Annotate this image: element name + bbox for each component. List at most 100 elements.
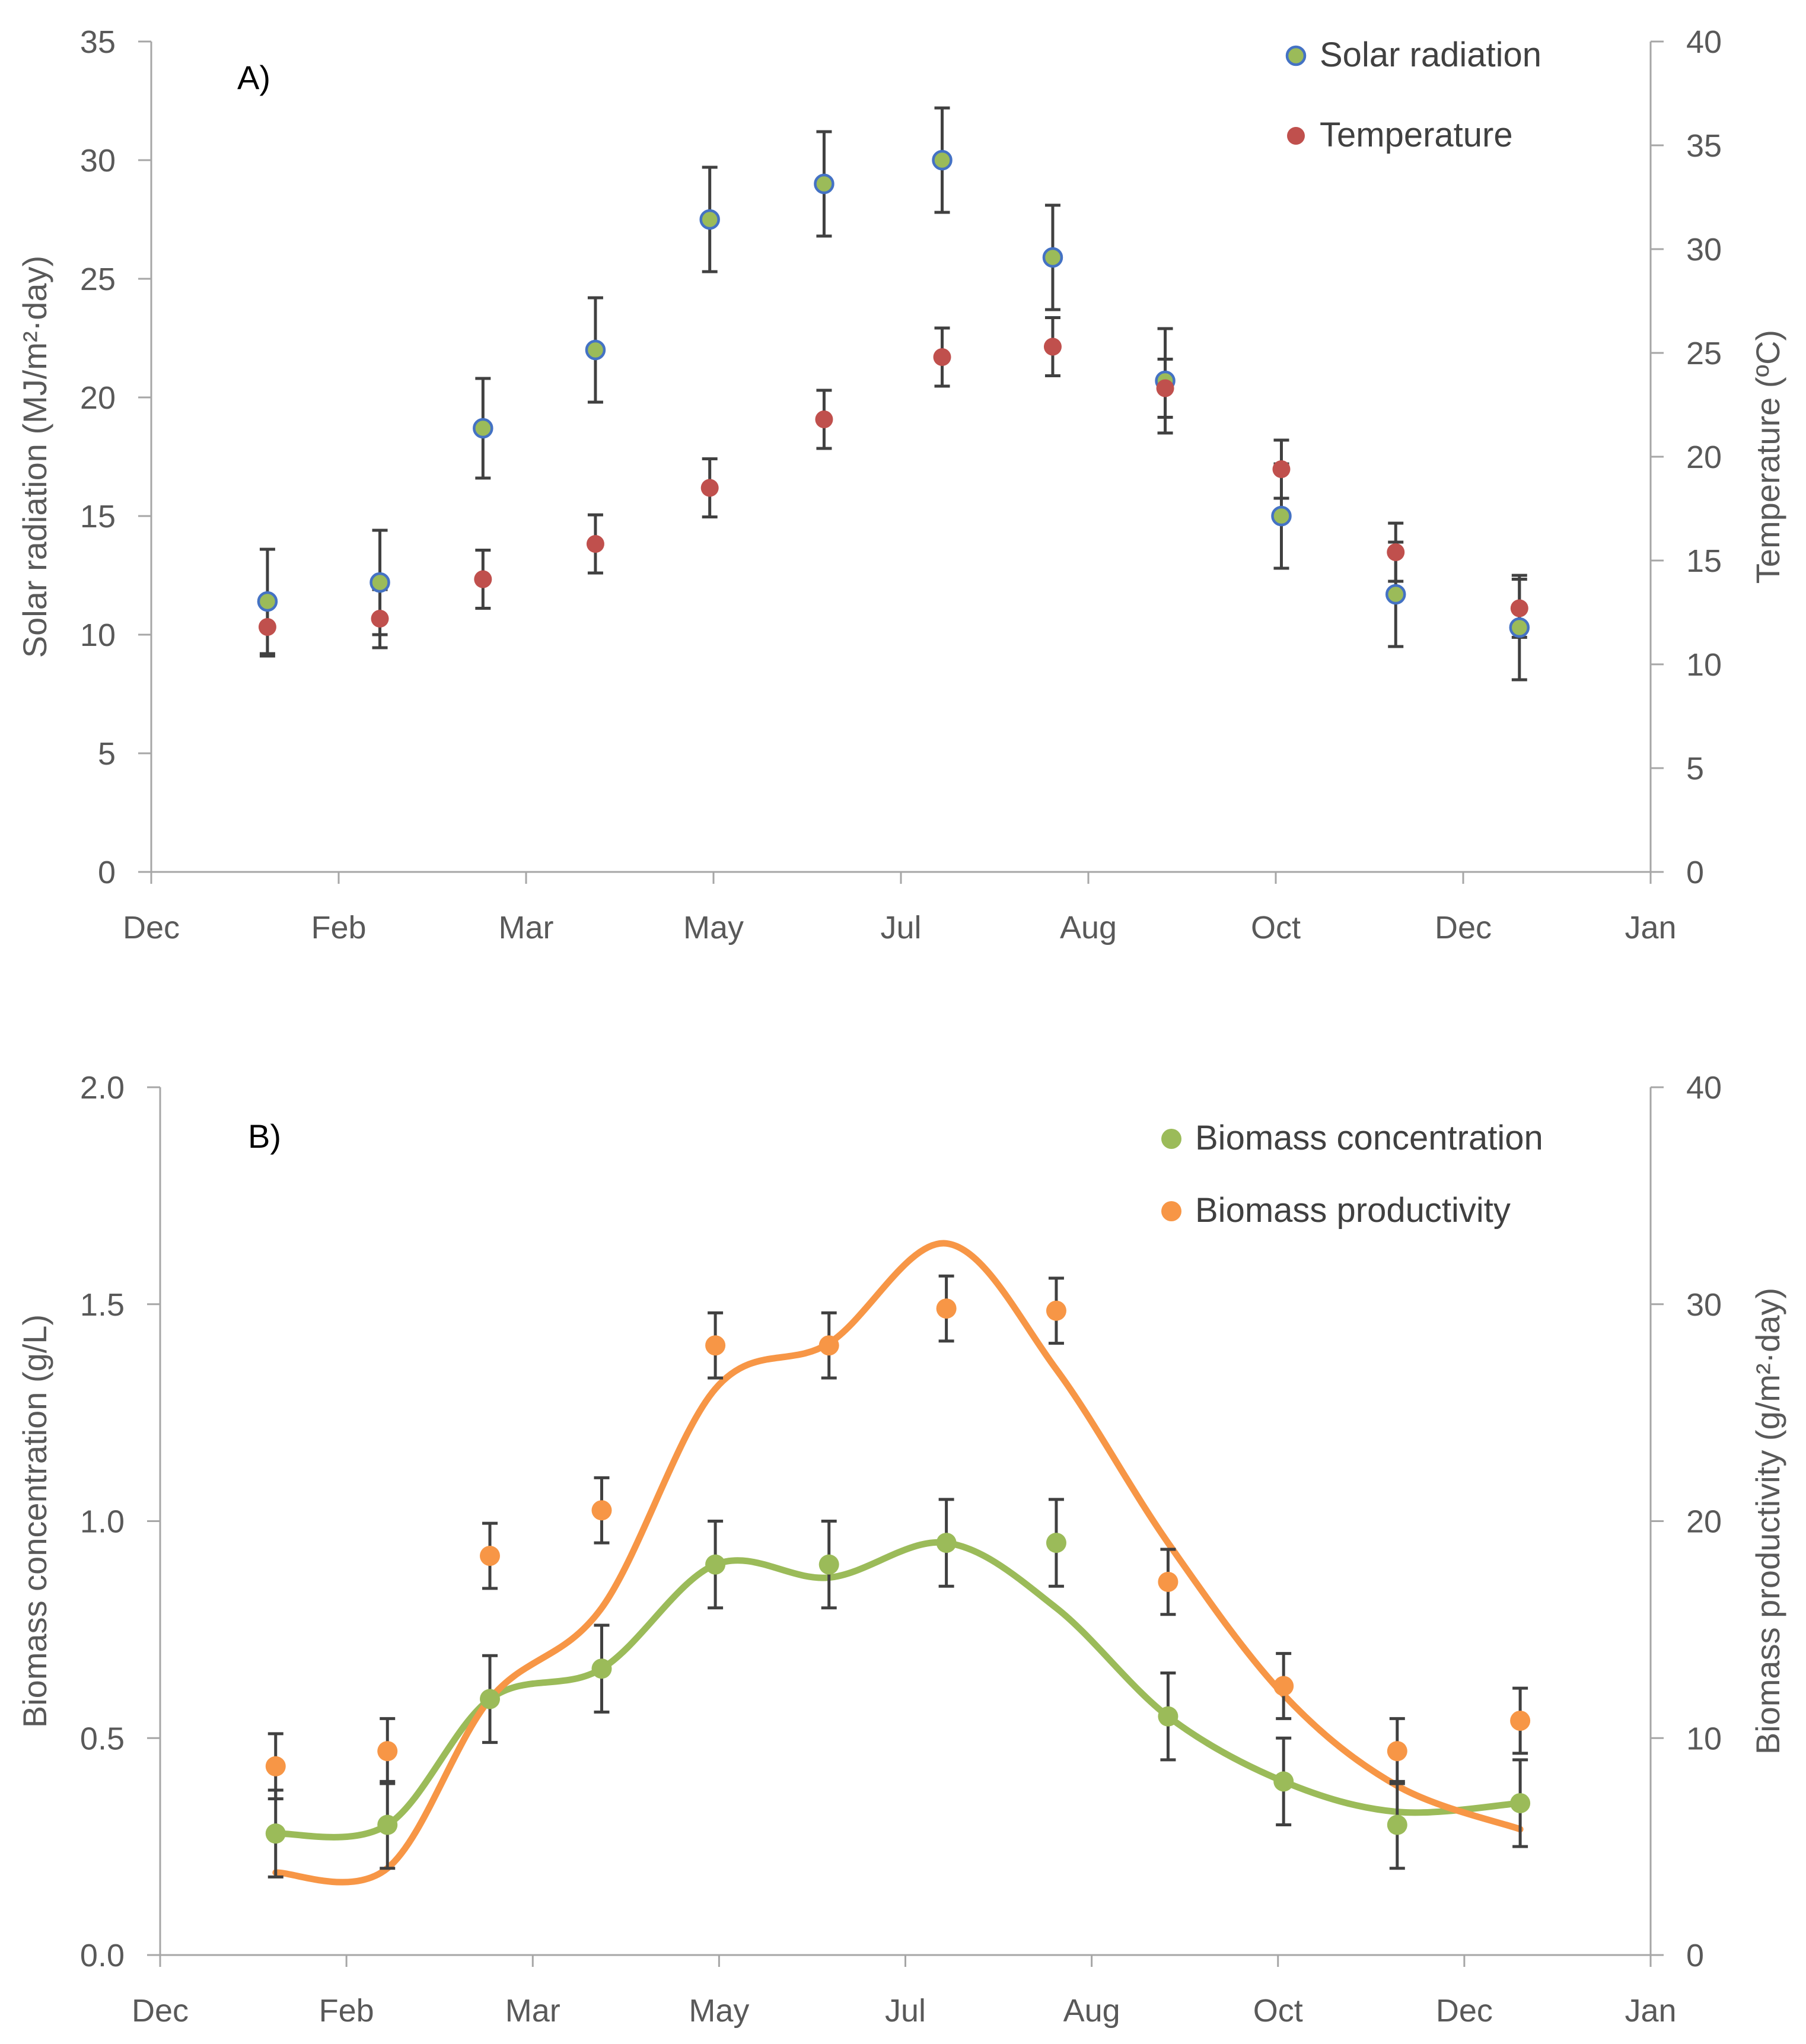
data-point-biomass-concentration xyxy=(818,1554,839,1575)
left-tick-label: 2.0 xyxy=(80,1070,125,1106)
data-point-biomass-productivity xyxy=(1046,1300,1066,1321)
left-tick-label: 5 xyxy=(98,736,116,772)
data-point-biomass-concentration xyxy=(705,1554,726,1575)
data-point-temperature xyxy=(1156,379,1174,397)
data-point-temperature xyxy=(586,535,604,553)
right-tick-label: 15 xyxy=(1686,543,1722,579)
left-tick-label: 10 xyxy=(80,617,116,653)
right-tick-label: 10 xyxy=(1686,1721,1722,1756)
x-tick-label: Oct xyxy=(1253,1993,1303,2029)
data-point-solar-radiation xyxy=(699,209,720,230)
data-point-solar-radiation xyxy=(814,173,834,195)
left-tick-label: 20 xyxy=(80,380,116,416)
data-point-solar-radiation xyxy=(257,591,278,612)
legend-marker xyxy=(1287,127,1305,145)
data-point-biomass-concentration xyxy=(591,1658,612,1679)
x-tick-label: Jan xyxy=(1625,1993,1676,2029)
right-tick-label: 0 xyxy=(1686,1938,1704,1973)
x-tick-label: Oct xyxy=(1251,910,1301,945)
data-point-solar-radiation xyxy=(932,149,953,171)
y-axis-title: Solar radiation (MJ/m²·day) xyxy=(16,256,53,658)
legend-label: Biomass concentration xyxy=(1195,1119,1543,1157)
x-tick-label: Feb xyxy=(319,1993,374,2029)
x-tick-label: Mar xyxy=(505,1993,560,2029)
right-tick-label: 0 xyxy=(1686,855,1704,890)
x-tick-label: Dec xyxy=(1436,1993,1493,2029)
legend-label: Temperature xyxy=(1320,116,1513,154)
data-point-temperature xyxy=(700,479,719,497)
x-tick-label: Jul xyxy=(880,910,921,945)
data-point-biomass-productivity xyxy=(377,1741,398,1762)
data-point-biomass-concentration xyxy=(265,1823,286,1844)
right-tick-label: 20 xyxy=(1686,1504,1722,1540)
data-point-temperature xyxy=(933,348,951,366)
x-tick-label: Mar xyxy=(499,910,554,945)
right-tick-label: 20 xyxy=(1686,440,1722,475)
data-point-temperature xyxy=(371,610,389,628)
y-axis-title: Biomass concentration (g/L) xyxy=(16,1314,53,1728)
data-point-biomass-concentration xyxy=(1273,1771,1294,1792)
legend-marker xyxy=(1161,1129,1181,1149)
x-tick-label: Dec xyxy=(132,1993,189,2029)
legend-marker xyxy=(1285,45,1307,66)
data-point-temperature xyxy=(1510,599,1528,617)
x-tick-label: Dec xyxy=(1435,910,1492,945)
data-point-temperature xyxy=(1043,338,1062,356)
data-point-biomass-productivity xyxy=(591,1500,612,1521)
legend-marker xyxy=(1161,1201,1181,1221)
left-tick-label: 15 xyxy=(80,499,116,534)
left-tick-label: 1.0 xyxy=(80,1504,125,1540)
x-tick-label: Jul xyxy=(885,1993,926,2029)
left-tick-label: 1.5 xyxy=(80,1287,125,1323)
x-tick-label: Dec xyxy=(123,910,180,945)
left-tick-label: 30 xyxy=(80,143,116,179)
panel-label: A) xyxy=(237,59,270,96)
trend-line-concentration xyxy=(272,1539,1524,1841)
right-tick-label: 30 xyxy=(1686,232,1722,268)
left-tick-label: 0.5 xyxy=(80,1721,125,1756)
data-point-biomass-productivity xyxy=(480,1546,501,1567)
x-tick-label: Aug xyxy=(1060,910,1117,945)
chart-a: 0 5 10 15 20 25 30 35 0 5 10 15 20 25 30 35 40 Dec Feb Mar M… xyxy=(16,24,1786,945)
data-point-solar-radiation xyxy=(473,418,493,439)
x-tick-label: May xyxy=(683,910,744,945)
data-point-solar-radiation xyxy=(585,339,606,361)
left-tick-label: 25 xyxy=(80,262,116,297)
data-point-biomass-concentration xyxy=(377,1814,398,1835)
data-point-solar-radiation xyxy=(1509,617,1530,638)
data-point-solar-radiation xyxy=(370,572,390,593)
data-point-temperature xyxy=(1272,460,1291,478)
data-point-biomass-concentration xyxy=(936,1533,957,1553)
x-tick-label: Jan xyxy=(1625,910,1676,945)
right-tick-label: 5 xyxy=(1686,751,1704,787)
data-point-solar-radiation xyxy=(1042,247,1063,268)
data-point-biomass-productivity xyxy=(1510,1710,1531,1731)
right-tick-label: 25 xyxy=(1686,336,1722,371)
legend-label: Biomass productivity xyxy=(1195,1191,1511,1230)
y2-axis-title: Temperature (ºC) xyxy=(1749,330,1786,584)
right-tick-label: 35 xyxy=(1686,128,1722,164)
data-point-biomass-concentration xyxy=(1387,1814,1407,1835)
data-point-temperature xyxy=(258,618,276,636)
data-point-biomass-productivity xyxy=(818,1335,839,1356)
data-point-biomass-concentration xyxy=(480,1689,501,1709)
data-point-biomass-productivity xyxy=(265,1756,286,1776)
right-tick-label: 40 xyxy=(1686,1070,1722,1106)
right-tick-label: 10 xyxy=(1686,647,1722,683)
x-tick-label: Feb xyxy=(311,910,366,945)
data-point-biomass-productivity xyxy=(705,1335,726,1356)
chart-b: 0.0 0.5 1.0 1.5 2.0 0 10 20 30 40 Dec Feb Mar May Jul A… xyxy=(16,1070,1786,2029)
data-point-biomass-productivity xyxy=(1273,1676,1294,1696)
data-point-biomass-concentration xyxy=(1046,1533,1066,1553)
left-tick-label: 35 xyxy=(80,24,116,60)
y2-axis-title: Biomass productivity (g/m²·day) xyxy=(1749,1288,1786,1755)
data-point-biomass-productivity xyxy=(936,1298,957,1319)
left-tick-label: 0 xyxy=(98,855,116,890)
data-point-temperature xyxy=(1387,543,1405,561)
data-point-solar-radiation xyxy=(1271,505,1292,527)
legend-label: Solar radiation xyxy=(1320,36,1541,74)
data-point-temperature xyxy=(474,570,492,588)
data-point-temperature xyxy=(815,410,833,428)
left-tick-label: 0.0 xyxy=(80,1938,125,1973)
